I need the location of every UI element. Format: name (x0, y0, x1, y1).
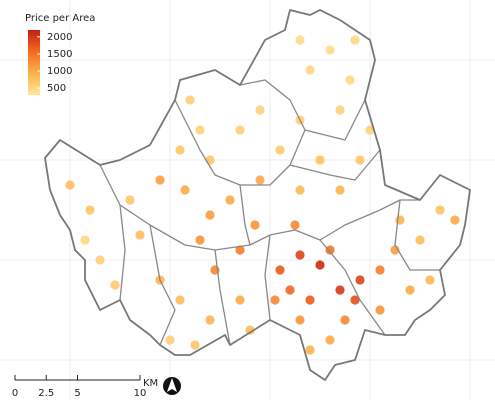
price-point (290, 220, 300, 230)
price-point (350, 295, 360, 305)
price-point (355, 275, 365, 285)
price-point (285, 285, 295, 295)
price-point (350, 35, 360, 45)
price-point (450, 215, 460, 225)
price-point (135, 230, 145, 240)
price-point (295, 35, 305, 45)
price-point (195, 235, 205, 245)
price-point (415, 235, 425, 245)
price-point (325, 335, 335, 345)
price-point (295, 315, 305, 325)
price-point (375, 305, 385, 315)
price-point (405, 285, 415, 295)
price-point (365, 125, 375, 135)
price-point (340, 315, 350, 325)
price-point (305, 65, 315, 75)
price-point (325, 245, 335, 255)
price-point (355, 155, 365, 165)
price-point (80, 235, 90, 245)
price-point (305, 295, 315, 305)
price-points (65, 35, 460, 355)
city-boundary (44, 9, 471, 381)
price-point (125, 195, 135, 205)
price-point (275, 265, 285, 275)
price-point (335, 105, 345, 115)
price-point (225, 195, 235, 205)
legend: Price per Area 500 1000 1500 2000 (25, 13, 95, 95)
price-point (275, 145, 285, 155)
district-boundaries (99, 79, 440, 346)
scale-label: 5 (74, 388, 80, 399)
price-point (325, 45, 335, 55)
price-point (255, 175, 265, 185)
price-point (335, 185, 345, 195)
price-point (255, 105, 265, 115)
price-point (250, 220, 260, 230)
price-point (315, 155, 325, 165)
legend-tick-label: 1500 (47, 49, 72, 60)
color-bar (28, 30, 40, 95)
price-point (435, 205, 445, 215)
price-point (335, 285, 345, 295)
price-point (305, 345, 315, 355)
price-point (235, 295, 245, 305)
price-point (110, 280, 120, 290)
price-point (180, 185, 190, 195)
price-point (165, 335, 175, 345)
price-point (185, 95, 195, 105)
scale-unit: KM (143, 378, 158, 389)
price-point (95, 255, 105, 265)
price-point (315, 260, 325, 270)
price-point (245, 325, 255, 335)
price-point (175, 145, 185, 155)
price-point (175, 295, 185, 305)
north-arrow (163, 377, 181, 395)
price-point (295, 250, 305, 260)
price-point (205, 210, 215, 220)
price-point (205, 315, 215, 325)
legend-tick-label: 500 (47, 83, 66, 94)
price-point (270, 295, 280, 305)
price-point (425, 275, 435, 285)
price-point (85, 205, 95, 215)
price-point (295, 185, 305, 195)
price-point (205, 155, 215, 165)
price-point (155, 175, 165, 185)
legend-title: Price per Area (25, 13, 95, 24)
legend-tick-label: 1000 (47, 66, 72, 77)
scale-label: 2.5 (38, 388, 54, 399)
price-point (190, 340, 200, 350)
price-point (235, 245, 245, 255)
price-point (375, 265, 385, 275)
legend-tick-label: 2000 (47, 32, 72, 43)
scale-label: 10 (134, 388, 147, 399)
price-point (195, 125, 205, 135)
price-point (235, 125, 245, 135)
scale-label: 0 (12, 388, 18, 399)
price-point (345, 75, 355, 85)
price-point (65, 180, 75, 190)
